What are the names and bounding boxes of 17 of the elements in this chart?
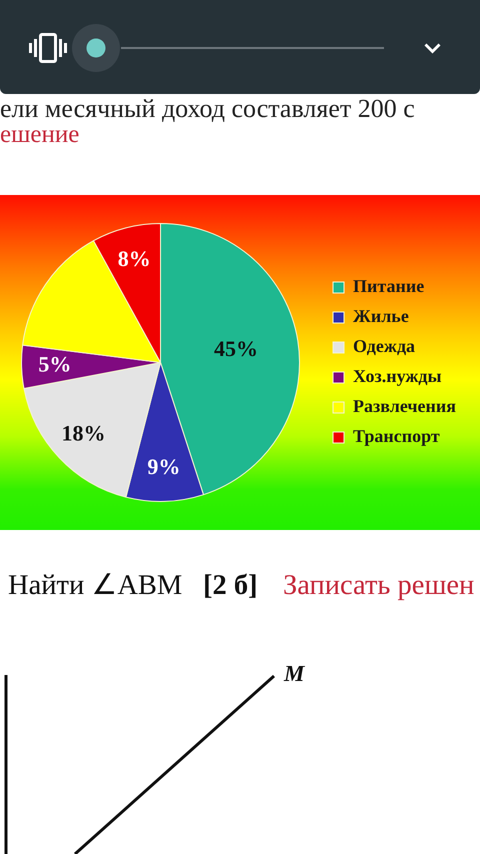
legend-label: Жилье [353,306,409,326]
legend-label: Хоз.нужды [353,366,442,386]
data-label: 8% [118,246,151,271]
data-label: 18% [62,420,106,446]
data-label: 45% [214,336,258,362]
text: M [284,661,304,688]
text: [2 б] [203,570,258,603]
data-label: 5% [38,352,72,377]
legend-label: Питание [353,276,424,296]
legend-label: Одежда [353,336,416,356]
text: Найти ∠ABM [8,570,182,603]
legend-label: Развлечения [353,396,456,416]
text: ели месячный доход составляет 200 с [0,94,415,124]
legend-label: Транспорт [353,426,440,446]
data-label: 9% [147,454,180,479]
text: ешение [0,121,80,150]
text: Записать решен [283,570,474,603]
